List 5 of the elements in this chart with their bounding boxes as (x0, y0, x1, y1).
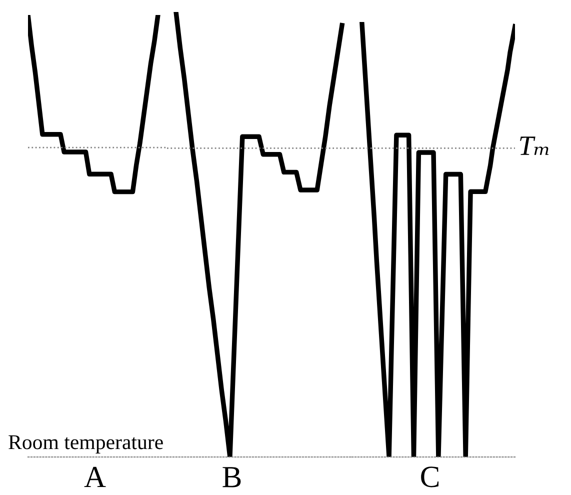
x-axis-title: B (222, 467, 241, 488)
ref-line-label: Tₘ (520, 136, 549, 155)
annotation: Room temperature (8, 435, 163, 454)
x-axis-title: A (84, 466, 106, 488)
x-axis-title: C (421, 466, 439, 488)
